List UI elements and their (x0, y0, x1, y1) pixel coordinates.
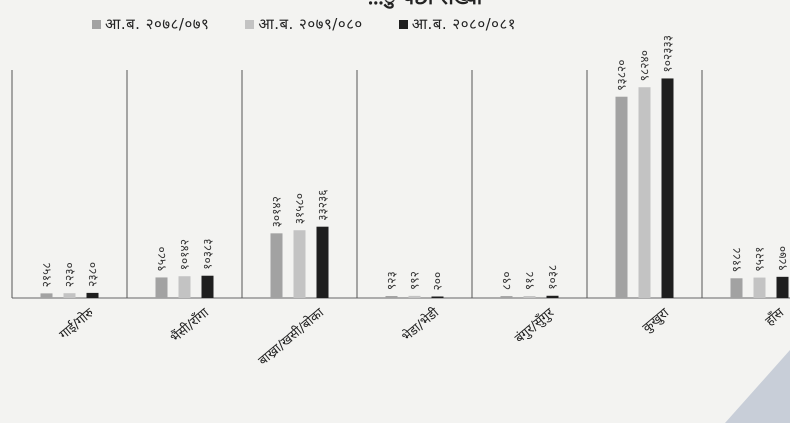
value-label: ९९२ (408, 271, 422, 290)
bar-7-3 (776, 276, 789, 298)
value-label: ३३२३६ (316, 189, 330, 220)
bar-7-2 (753, 277, 766, 298)
value-label: ९८७० (776, 246, 790, 271)
bar-7-1 (730, 278, 743, 298)
bar-4-3 (431, 296, 444, 298)
value-label: ९१८ (523, 271, 537, 290)
legend-label-2080: आ.ब. २०८०/०८१ (411, 15, 517, 33)
bar-1-3 (86, 292, 99, 298)
value-label: १०१४२ (178, 239, 192, 270)
bar-6-2 (638, 87, 651, 298)
bar-5-3 (546, 295, 559, 298)
legend-item-2079: आ.ब. २०७९/०८० (245, 14, 362, 34)
bar-4-1 (385, 296, 398, 298)
bar-1-2 (63, 293, 76, 298)
value-label: ९८२४० (638, 50, 652, 81)
legend-swatch-2079 (245, 19, 255, 29)
value-label: ८९० (500, 271, 514, 290)
value-label: ९१८८ (730, 247, 744, 272)
value-label: ३०१४२ (270, 196, 284, 227)
bar-2-2 (178, 276, 191, 298)
bar-2-3 (201, 275, 214, 298)
value-label: ९५२१ (753, 247, 767, 272)
category-label: हाँस (762, 305, 787, 330)
legend-label-2079: आ.ब. २०७९/०८० (258, 15, 363, 33)
category-label: भेडा/भेडी (399, 304, 443, 344)
bar-5-2 (523, 296, 536, 298)
category-label: भैंसी/राँगा (167, 304, 212, 346)
value-label: २२३० (63, 262, 77, 287)
legend-item-2080: आ.ब. २०८०/०८१ (398, 14, 517, 34)
value-label: ९३८२० (615, 60, 629, 91)
legend-item-2078: आ.ब. २०७८/०७९ (92, 14, 209, 34)
value-label: २०० (431, 272, 445, 291)
bar-4-2 (408, 295, 421, 298)
value-label: ३१५८० (293, 193, 307, 224)
category-label: गाई/गोरु (56, 305, 97, 343)
value-label: २१५८ (40, 262, 54, 287)
bar-3-1 (270, 233, 283, 298)
value-label: १०२३३३ (661, 35, 675, 72)
bar-3-2 (293, 230, 306, 298)
bar-5-1 (500, 296, 513, 298)
page-corner-shape (725, 350, 790, 423)
category-label: बाख्रा/खसी/बोका (255, 304, 327, 368)
value-label: २३८० (86, 262, 100, 287)
chart-legend: आ.ब. २०७८/०७९ आ.ब. २०७९/०८० आ.ब. २०८०/०८… (92, 14, 516, 34)
chart-title-fragment: …ु पंछी संख्या (300, 0, 550, 10)
bar-6-1 (615, 96, 628, 298)
bar-2-1 (155, 277, 168, 298)
category-label: बंगुर/सुँगुर (512, 304, 558, 346)
bar-6-3 (661, 78, 674, 298)
legend-label-2078: आ.ब. २०७८/०७९ (105, 15, 210, 33)
value-label: ९२३ (385, 271, 399, 290)
value-label: ९५८० (155, 246, 169, 271)
category-label: कुखुरा (640, 305, 673, 336)
legend-swatch-2080 (398, 19, 408, 29)
bar-1-1 (40, 293, 53, 298)
legend-swatch-2078 (92, 19, 101, 29)
value-label: १०३८ (546, 265, 560, 290)
value-label: १०३८३ (201, 239, 215, 270)
bar-3-3 (316, 226, 329, 298)
